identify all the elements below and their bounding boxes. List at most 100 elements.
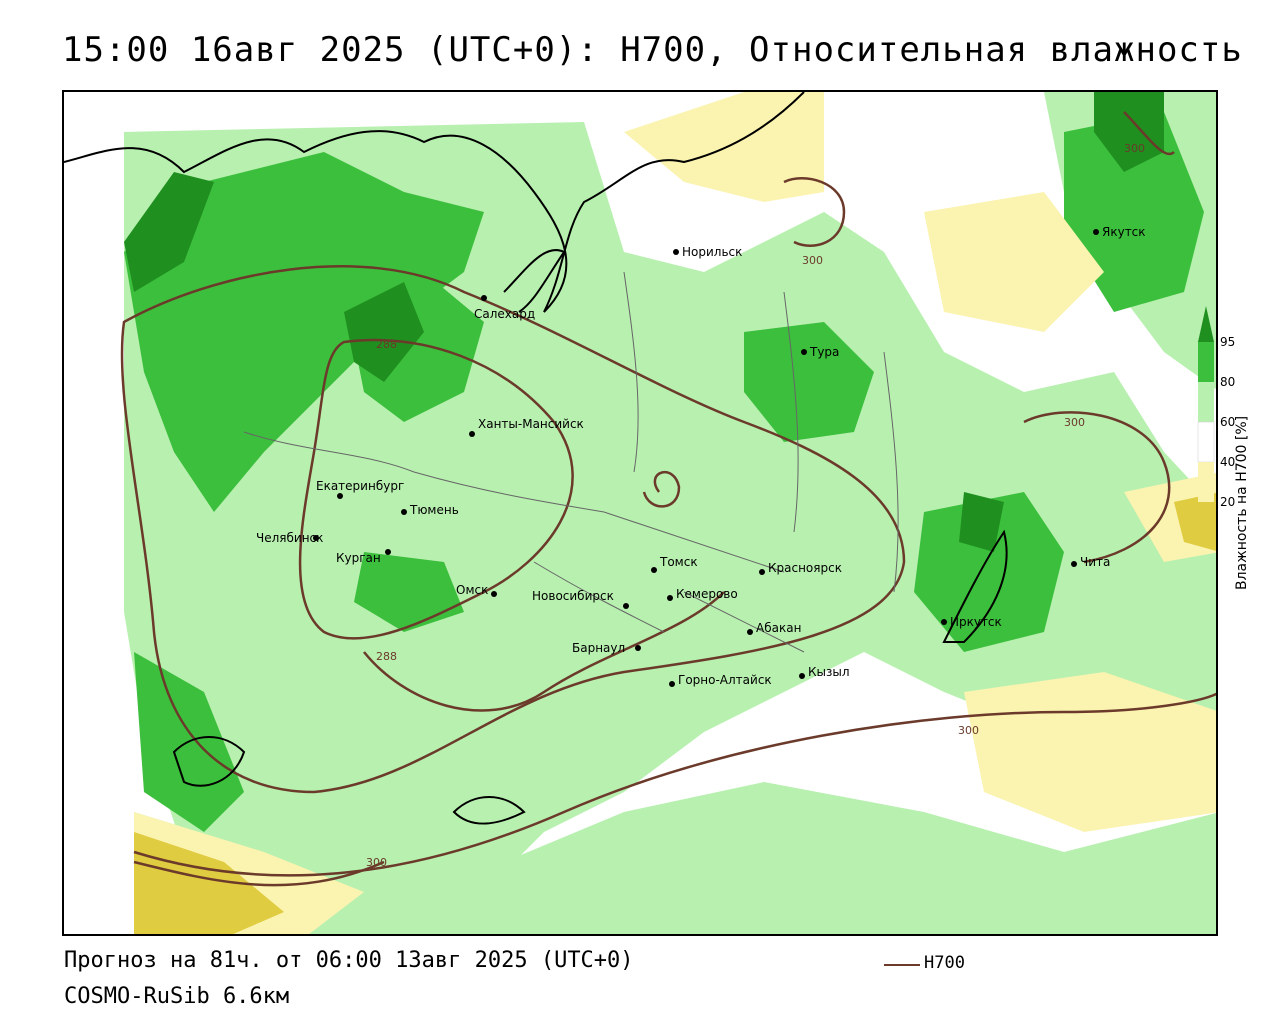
city-krasnoyarsk[interactable]: Красноярск [759, 561, 842, 575]
colorbar-tick-60: 60 [1220, 415, 1235, 429]
wet-band-northwest [124, 152, 484, 512]
caspian-shore [172, 736, 246, 787]
contour-label-288-south: 288 [376, 650, 397, 663]
city-khanty-mansiysk[interactable]: Ханты-Мансийск [469, 417, 584, 437]
svg-text:Тура: Тура [809, 345, 839, 359]
humidity-fields [124, 92, 1216, 934]
city-barnaul[interactable]: Барнаул [572, 641, 641, 655]
city-irkutsk[interactable]: Иркутск [941, 615, 1002, 629]
colorbar-top-triangle [1198, 306, 1214, 342]
contour-label-288-north: 288 [376, 338, 397, 351]
contour-300-north [783, 177, 846, 247]
forecast-line: Прогноз на 81ч. от 06:00 13авг 2025 (UTC… [64, 948, 634, 973]
contour-300-east [1023, 411, 1171, 564]
city-tura[interactable]: Тура [801, 345, 839, 359]
colorbar-bottom-triangle [1198, 502, 1214, 532]
dry-region-north [624, 92, 824, 202]
legend-line-h700 [884, 964, 920, 966]
coast-arctic [64, 92, 805, 313]
colorbar-title: Влажность на Н700 [%] [1234, 415, 1250, 590]
city-tomsk[interactable]: Томск [651, 555, 698, 573]
city-kemerovo[interactable]: Кемерово [667, 587, 738, 601]
svg-text:Новосибирск: Новосибирск [532, 589, 614, 603]
svg-text:Кемерово: Кемерово [676, 587, 738, 601]
colorbar-seg-wet [1198, 382, 1214, 422]
svg-text:Барнаул: Барнаул [572, 641, 625, 655]
wet-patch-yakutsk [1064, 112, 1204, 312]
svg-text:Омск: Омск [456, 583, 488, 597]
city-chita[interactable]: Чита [1071, 555, 1110, 569]
svg-text:Томск: Томск [659, 555, 698, 569]
svg-text:Иркутск: Иркутск [950, 615, 1002, 629]
svg-text:Якутск: Якутск [1102, 225, 1146, 239]
contour-yakutsk [1123, 111, 1175, 156]
wet-patch-center [354, 552, 464, 632]
city-omsk[interactable]: Омск [456, 583, 497, 597]
lake-baikal [942, 529, 1008, 643]
svg-text:Тюмень: Тюмень [409, 503, 459, 517]
lake-balkhash [452, 796, 526, 825]
very-dry-region-southwest [134, 832, 284, 934]
svg-text:Екатеринбург: Екатеринбург [316, 479, 404, 493]
svg-text:Горно-Алтайск: Горно-Алтайск [678, 673, 772, 687]
cities: Норильск Якутск Салехард Тура Ханты-Манс… [256, 225, 1146, 687]
svg-text:Ханты-Мансийск: Ханты-Мансийск [478, 417, 584, 431]
city-norilsk[interactable]: Норильск [673, 245, 742, 259]
contour-outer [120, 265, 906, 794]
moist-region-south [134, 782, 1216, 934]
contour-labels: 288 300 300 288 300 300 300 [366, 142, 1145, 869]
very-wet-core-nw [124, 172, 214, 292]
svg-text:Чита: Чита [1080, 555, 1110, 569]
city-yakutsk[interactable]: Якутск [1093, 225, 1146, 239]
city-kurgan[interactable]: Курган [336, 549, 391, 565]
colorbar-tick-40: 40 [1220, 455, 1235, 469]
very-wet-core-yakutsk [1094, 92, 1164, 172]
svg-text:Кызыл: Кызыл [808, 665, 850, 679]
contour-300-south [133, 692, 1216, 877]
contour-300-southwest [133, 860, 385, 887]
contour-label-300-east: 300 [1064, 416, 1085, 429]
city-gorno-altaysk[interactable]: Горно-Алтайск [669, 673, 772, 687]
contour-label-300-southwest: 300 [366, 856, 387, 869]
wet-patch-irkutsk [914, 492, 1064, 652]
city-novosibirsk[interactable]: Новосибирск [532, 589, 629, 609]
city-kyzyl[interactable]: Кызыл [799, 665, 850, 679]
colorbar-tick-95: 95 [1220, 335, 1235, 349]
svg-text:Салехард: Салехард [474, 307, 535, 321]
svg-text:Челябинск: Челябинск [256, 531, 323, 545]
region-borders [243, 271, 899, 653]
city-tyumen[interactable]: Тюмень [401, 503, 459, 517]
contour-label-300-south: 300 [958, 724, 979, 737]
humidity-map[interactable]: 288 300 300 288 300 300 300 [62, 90, 1218, 936]
contour-label-300-norilsk: 300 [802, 254, 823, 267]
city-yekaterinburg[interactable]: Екатеринбург [316, 479, 404, 499]
svg-text:Абакан: Абакан [756, 621, 801, 635]
colorbar-tick-80: 80 [1220, 375, 1235, 389]
map-title: 15:00 16авг 2025 (UTC+0): H700, Относите… [62, 30, 1243, 70]
colorbar-tick-20: 20 [1220, 495, 1235, 509]
coast-kara [503, 249, 566, 313]
contour-label-300-yakutsk: 300 [1124, 142, 1145, 155]
contour-inner [298, 338, 574, 640]
city-salekhard[interactable]: Салехард [474, 295, 535, 321]
legend-label-h700: H700 [924, 953, 965, 973]
city-abakan[interactable]: Абакан [747, 621, 801, 635]
model-line: COSMO-RuSib 6.6км [64, 984, 290, 1009]
dry-region-east [924, 192, 1104, 332]
svg-text:Курган: Курган [336, 551, 381, 565]
map-canvas: 288 300 300 288 300 300 300 [64, 92, 1216, 934]
colorbar-seg-dry [1198, 462, 1214, 502]
city-chelyabinsk[interactable]: Челябинск [256, 531, 323, 545]
colorbar: 95 80 60 40 20 [1197, 306, 1235, 532]
contour-spiral [642, 470, 681, 508]
colorbar-seg-neutral [1197, 421, 1215, 463]
svg-text:Красноярск: Красноярск [768, 561, 842, 575]
h700-contours [120, 111, 1216, 887]
very-wet-core-ural [344, 282, 424, 382]
very-wet-core-east [959, 492, 1004, 552]
coastlines [64, 92, 1008, 825]
wet-patch-tura [744, 322, 874, 442]
colorbar-seg-very-wet [1198, 342, 1214, 382]
contour-288-south [363, 591, 725, 712]
svg-text:Норильск: Норильск [682, 245, 742, 259]
